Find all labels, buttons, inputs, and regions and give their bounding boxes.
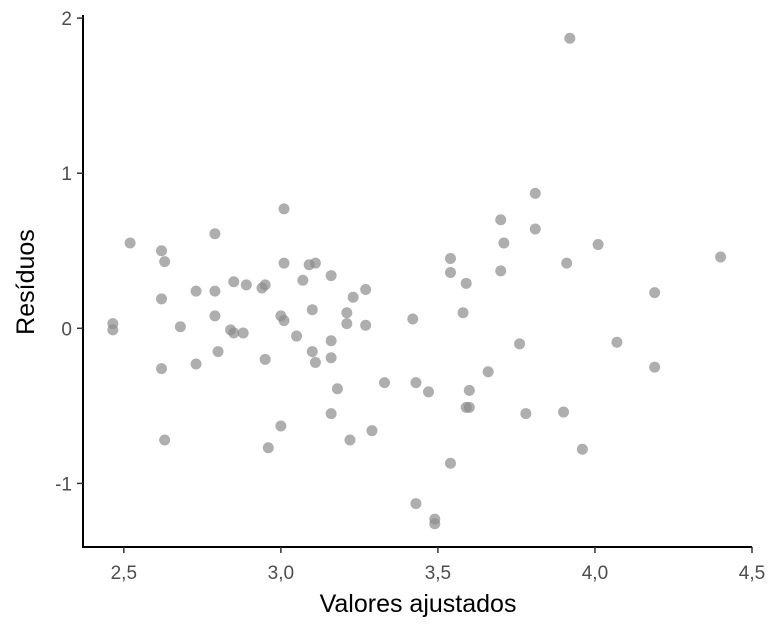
point xyxy=(463,401,475,413)
point xyxy=(564,32,576,44)
point xyxy=(209,310,221,322)
point xyxy=(463,384,475,396)
point xyxy=(558,406,570,418)
point xyxy=(278,257,290,269)
point xyxy=(190,358,202,370)
point xyxy=(309,356,321,368)
point xyxy=(341,318,353,330)
point xyxy=(611,336,623,348)
point xyxy=(344,434,356,446)
point xyxy=(209,285,221,297)
point xyxy=(159,434,171,446)
point xyxy=(347,291,359,303)
point xyxy=(366,425,378,437)
point xyxy=(495,214,507,226)
y-tick-label: 0 xyxy=(61,319,72,340)
point xyxy=(495,265,507,277)
point xyxy=(212,346,224,358)
point xyxy=(460,277,472,289)
point xyxy=(228,276,240,288)
point xyxy=(482,366,494,378)
point xyxy=(278,203,290,215)
point xyxy=(259,353,271,365)
point xyxy=(576,443,588,455)
x-tick-label: 3,0 xyxy=(268,563,294,584)
point xyxy=(174,321,186,333)
point xyxy=(325,335,337,347)
point xyxy=(124,237,136,249)
point xyxy=(422,386,434,398)
point xyxy=(360,319,372,331)
point xyxy=(379,377,391,389)
y-tick-label: 1 xyxy=(61,164,72,185)
point xyxy=(561,257,573,269)
point xyxy=(514,338,526,350)
point xyxy=(159,256,171,268)
point xyxy=(444,266,456,278)
x-tick-label: 2,5 xyxy=(111,563,137,584)
point xyxy=(429,518,441,530)
point xyxy=(457,307,469,319)
point xyxy=(360,284,372,296)
y-axis-title: Resíduos xyxy=(12,229,40,335)
point xyxy=(306,346,318,358)
point xyxy=(306,304,318,316)
point xyxy=(156,245,168,257)
point xyxy=(444,457,456,469)
point xyxy=(275,420,287,432)
point xyxy=(498,237,510,249)
x-tick-label: 4,5 xyxy=(739,563,765,584)
point xyxy=(715,251,727,263)
point xyxy=(520,408,532,420)
point xyxy=(278,315,290,327)
point xyxy=(529,223,541,235)
y-tick-label: -1 xyxy=(55,474,72,495)
point xyxy=(190,285,202,297)
point xyxy=(331,383,343,395)
point xyxy=(228,327,240,339)
point xyxy=(240,279,252,291)
x-tick-label: 3,5 xyxy=(425,563,451,584)
point xyxy=(309,257,321,269)
point xyxy=(325,270,337,282)
point xyxy=(325,352,337,364)
point xyxy=(325,408,337,420)
point xyxy=(341,307,353,319)
point xyxy=(259,279,271,291)
y-tick-label: 2 xyxy=(61,9,72,30)
x-tick-label: 4,0 xyxy=(582,563,608,584)
point xyxy=(529,187,541,199)
point xyxy=(107,324,119,336)
point xyxy=(209,228,221,240)
point xyxy=(156,363,168,375)
point xyxy=(262,442,274,454)
point xyxy=(237,327,249,339)
x-axis-title: Valores ajustados xyxy=(320,590,517,618)
point xyxy=(297,274,309,286)
point xyxy=(410,498,422,510)
point xyxy=(291,330,303,342)
point xyxy=(410,377,422,389)
point xyxy=(649,287,661,299)
point xyxy=(444,253,456,265)
point xyxy=(407,313,419,325)
point xyxy=(592,239,604,251)
point xyxy=(649,361,661,373)
point xyxy=(156,293,168,305)
